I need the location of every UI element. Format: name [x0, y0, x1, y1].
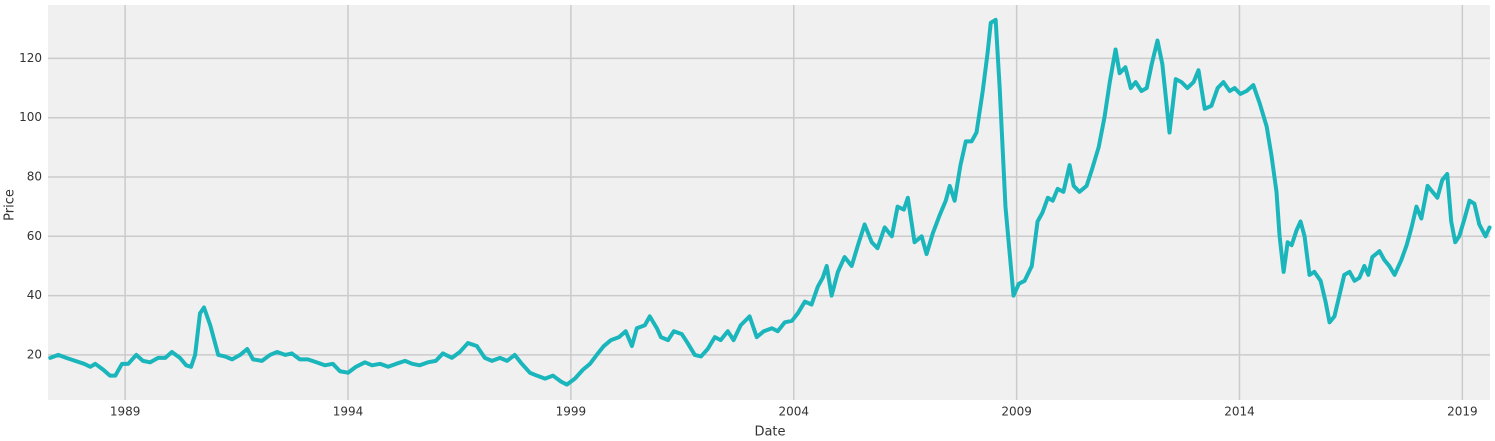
y-tick-label: 100 [19, 110, 42, 124]
y-tick-label: 120 [19, 51, 42, 65]
x-tick-label: 1999 [556, 405, 587, 419]
grid [48, 5, 1490, 400]
marks [48, 17, 1492, 387]
plot-background [48, 5, 1490, 400]
y-tick-label: 80 [27, 169, 42, 183]
x-tick-label: 1989 [110, 405, 141, 419]
x-tick-label: 2009 [1001, 405, 1032, 419]
y-tick-label: 40 [27, 288, 42, 302]
y-tick-label: 20 [27, 347, 42, 361]
price-line [48, 17, 1492, 387]
x-tick-label: 1994 [333, 405, 364, 419]
x-tick-label: 2019 [1447, 405, 1478, 419]
x-tick-label: 2004 [778, 405, 809, 419]
x-axis-label: Date [754, 425, 785, 440]
y-axis-label: Price [3, 189, 18, 221]
y-tick-label: 60 [27, 229, 42, 243]
x-tick-label: 2014 [1224, 405, 1255, 419]
